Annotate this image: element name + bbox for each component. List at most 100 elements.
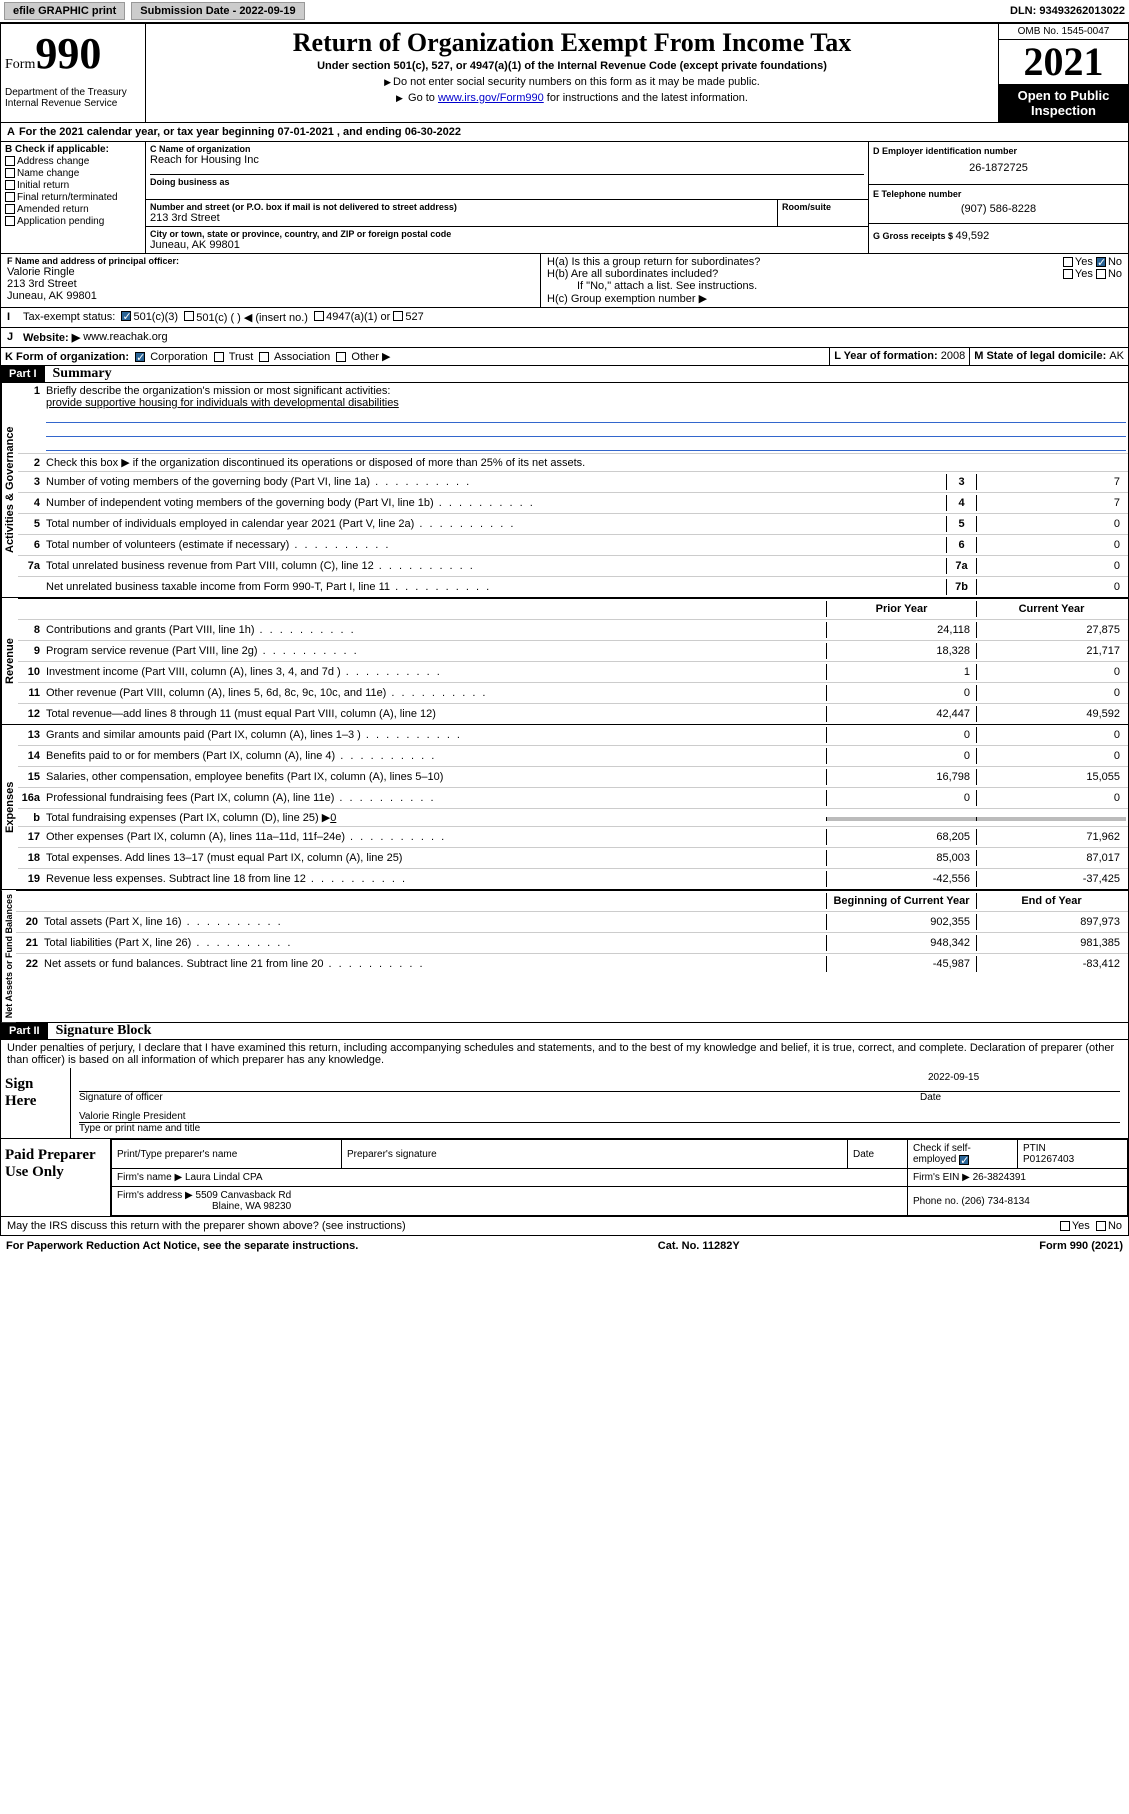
g-label: G Gross receipts $ — [873, 231, 956, 241]
city-state-zip: Juneau, AK 99801 — [150, 239, 864, 251]
street-address: 213 3rd Street — [150, 212, 773, 224]
chk-address[interactable]: Address change — [5, 156, 141, 167]
dba-label: Doing business as — [150, 174, 864, 187]
line7b: Net unrelated business taxable income fr… — [46, 581, 946, 593]
line17: Other expenses (Part IX, column (A), lin… — [46, 831, 826, 843]
p8: 24,118 — [826, 622, 976, 638]
chk-assoc[interactable] — [259, 352, 269, 362]
col-curr: Current Year — [976, 601, 1126, 617]
p15: 16,798 — [826, 769, 976, 785]
chk-initial[interactable]: Initial return — [5, 180, 141, 191]
year-box: OMB No. 1545-0047 2021 Open to Public In… — [998, 24, 1128, 122]
phone-value: (907) 586-8228 — [873, 199, 1124, 219]
pt-name-label: Print/Type preparer's name — [112, 1140, 342, 1169]
org-name: Reach for Housing Inc — [150, 154, 864, 166]
chk-other[interactable] — [336, 352, 346, 362]
sign-here-label: Sign Here — [1, 1068, 71, 1138]
p18: 85,003 — [826, 850, 976, 866]
line11: Other revenue (Part VIII, column (A), li… — [46, 687, 826, 699]
part-1-header: Part I Summary — [0, 366, 1129, 383]
irs-link[interactable]: www.irs.gov/Form990 — [438, 92, 544, 104]
ptin-val: P01267403 — [1023, 1154, 1122, 1165]
p17: 68,205 — [826, 829, 976, 845]
form-ref: Form 990 (2021) — [1039, 1240, 1123, 1252]
box-c: C Name of organization Reach for Housing… — [146, 142, 868, 253]
chk-501c3[interactable] — [121, 311, 131, 321]
m-label: M State of legal domicile: — [974, 350, 1109, 362]
col-end: End of Year — [976, 893, 1126, 909]
line12: Total revenue—add lines 8 through 11 (mu… — [46, 708, 826, 720]
date-label: Date — [920, 1092, 1120, 1103]
discuss-text: May the IRS discuss this return with the… — [7, 1220, 406, 1232]
note2-post: for instructions and the latest informat… — [544, 92, 748, 104]
line21: Total liabilities (Part X, line 26) — [44, 937, 826, 949]
paid-preparer-block: Paid Preparer Use Only Print/Type prepar… — [0, 1139, 1129, 1217]
firm-ein: 26-3824391 — [973, 1172, 1026, 1183]
box-b: B Check if applicable: Address change Na… — [1, 142, 146, 253]
omb-number: OMB No. 1545-0047 — [999, 24, 1128, 40]
addr-label: Number and street (or P.O. box if mail i… — [150, 202, 773, 212]
vtab-activities: Activities & Governance — [1, 383, 18, 597]
line19: Revenue less expenses. Subtract line 18 … — [46, 873, 826, 885]
chk-final[interactable]: Final return/terminated — [5, 192, 141, 203]
line9: Program service revenue (Part VIII, line… — [46, 645, 826, 657]
c10: 0 — [976, 664, 1126, 680]
firm-ein-label: Firm's EIN ▶ — [913, 1172, 970, 1183]
p11: 0 — [826, 685, 976, 701]
form-title: Return of Organization Exempt From Incom… — [154, 28, 990, 58]
part-2-header: Part II Signature Block — [0, 1023, 1129, 1040]
part-2-title: Signature Block — [48, 1023, 152, 1039]
ptin-label: PTIN — [1023, 1143, 1122, 1154]
efile-button[interactable]: efile GRAPHIC print — [4, 2, 125, 20]
firm-name-label: Firm's name ▶ — [117, 1172, 182, 1183]
c12: 49,592 — [976, 706, 1126, 722]
discuss-no[interactable] — [1096, 1221, 1106, 1231]
chk-name[interactable]: Name change — [5, 168, 141, 179]
p9: 18,328 — [826, 643, 976, 659]
m-val: AK — [1109, 350, 1124, 362]
firm-name: Laura Lindal CPA — [185, 1172, 263, 1183]
chk-trust[interactable] — [214, 352, 224, 362]
sign-here-block: Sign Here 2022-09-15 Signature of office… — [0, 1068, 1129, 1139]
chk-501c[interactable] — [184, 311, 194, 321]
p22: -45,987 — [826, 956, 976, 972]
form-number-box: Form990 Department of the Treasury Inter… — [1, 24, 146, 122]
i-label: Tax-exempt status: — [23, 311, 115, 324]
title-box: Return of Organization Exempt From Incom… — [146, 24, 998, 122]
line13: Grants and similar amounts paid (Part IX… — [46, 729, 826, 741]
preparer-table: Print/Type preparer's name Preparer's si… — [111, 1139, 1128, 1216]
declaration: Under penalties of perjury, I declare th… — [0, 1040, 1129, 1068]
klm-row: K Form of organization: Corporation Trus… — [0, 348, 1129, 366]
officer-addr2: Juneau, AK 99801 — [7, 290, 534, 302]
chk-amended[interactable]: Amended return — [5, 204, 141, 215]
note-2: Go to www.irs.gov/Form990 for instructio… — [154, 92, 990, 104]
c19: -37,425 — [976, 871, 1126, 887]
pt-date-label: Date — [848, 1140, 908, 1169]
line6: Total number of volunteers (estimate if … — [46, 539, 946, 551]
name-title-label: Type or print name and title — [79, 1123, 1120, 1134]
discuss-yes[interactable] — [1060, 1221, 1070, 1231]
c17: 71,962 — [976, 829, 1126, 845]
firm-addr1: 5509 Canvasback Rd — [196, 1190, 292, 1201]
chk-527[interactable] — [393, 311, 403, 321]
c20: 897,973 — [976, 914, 1126, 930]
h-c: H(c) Group exemption number ▶ — [547, 292, 1122, 305]
line22: Net assets or fund balances. Subtract li… — [44, 958, 826, 970]
v7a: 0 — [976, 558, 1126, 574]
vtab-revenue: Revenue — [1, 598, 18, 724]
col-prior: Prior Year — [826, 601, 976, 617]
chk-corp[interactable] — [135, 352, 145, 362]
chk-4947[interactable] — [314, 311, 324, 321]
chk-pending[interactable]: Application pending — [5, 216, 141, 227]
line15: Salaries, other compensation, employee b… — [46, 771, 826, 783]
gross-receipts: 49,592 — [956, 230, 990, 242]
part-1-title: Summary — [45, 366, 112, 382]
cat-no: Cat. No. 11282Y — [658, 1240, 740, 1252]
line20: Total assets (Part X, line 16) — [44, 916, 826, 928]
section-netassets: Net Assets or Fund Balances Beginning of… — [0, 890, 1129, 1023]
c21: 981,385 — [976, 935, 1126, 951]
note2-pre: Go to — [408, 92, 438, 104]
line10: Investment income (Part VIII, column (A)… — [46, 666, 826, 678]
submission-date-button[interactable]: Submission Date - 2022-09-19 — [131, 2, 304, 20]
page-footer: For Paperwork Reduction Act Notice, see … — [0, 1236, 1129, 1256]
